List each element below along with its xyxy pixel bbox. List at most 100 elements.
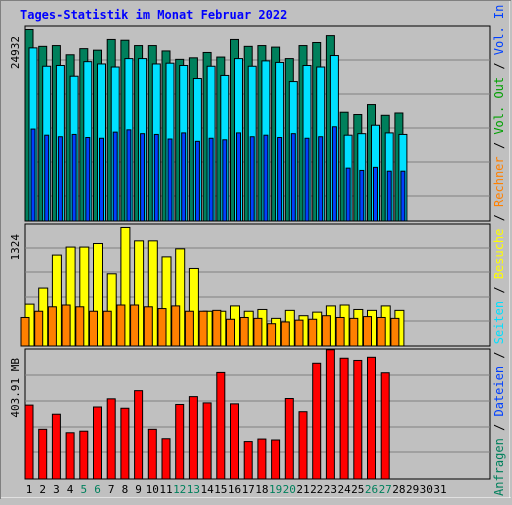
legend-segment: / [492, 55, 506, 77]
bar-dateien-day-25 [359, 169, 365, 222]
bar-volumen-day-24 [339, 357, 349, 480]
bar-volumen-day-20 [284, 398, 294, 480]
bar-dateien-day-1 [30, 128, 36, 222]
x-tick-label: 29 [406, 483, 419, 496]
bar-dateien-day-12 [181, 132, 187, 222]
bar-volumen-day-18 [257, 438, 267, 480]
bar-volumen-day-3 [51, 413, 61, 480]
bar-volumen-day-6 [93, 406, 102, 480]
bar-dateien-day-5 [85, 136, 91, 222]
bar-volumen-day-11 [161, 438, 171, 480]
bar-dateien-day-11 [167, 138, 173, 222]
x-tick-label: 20 [283, 483, 296, 496]
bar-dateien-day-21 [304, 137, 310, 222]
bar-volumen-day-7 [106, 398, 116, 480]
x-axis: 1 2 3 4 5 6 7 8 9 10 11 12 13 14 15 16 17 18 19 20 21 22 23 24 2… [26, 483, 447, 496]
x-tick-label: 4 [67, 483, 74, 496]
x-tick-label: 31 [433, 483, 446, 496]
x-tick-label: 13 [187, 483, 200, 496]
bar-rechner-day-25 [349, 317, 359, 347]
bar-volumen-day-4 [65, 432, 75, 480]
x-tick-label: 6 [94, 483, 101, 496]
bar-rechner-day-12 [171, 305, 181, 347]
bar-dateien-day-14 [208, 137, 214, 222]
bar-dateien-day-19 [277, 136, 283, 222]
y-max-label: 1324 [9, 234, 22, 261]
bar-rechner-day-27 [376, 316, 386, 347]
bar-volumen-day-26 [367, 356, 376, 480]
x-tick-label: 22 [310, 483, 323, 496]
bar-volumen-day-14 [202, 402, 212, 480]
x-tick-label: 30 [420, 483, 433, 496]
bar-rechner-day-4 [61, 304, 71, 347]
legend-segment: Besuche [492, 229, 506, 280]
bar-dateien-day-24 [345, 167, 351, 222]
bar-rechner-day-5 [75, 306, 85, 347]
legend-segment: Dateien [492, 366, 506, 417]
bar-rechner-day-22 [308, 318, 318, 347]
bar-volumen-day-17 [243, 441, 253, 480]
legend-segment: / [492, 417, 506, 439]
bar-dateien-day-7 [112, 131, 118, 222]
bar-rechner-day-3 [47, 306, 57, 347]
bar-rechner-day-24 [335, 316, 345, 347]
bar-dateien-day-18 [263, 134, 269, 222]
bar-volumen-day-21 [298, 411, 308, 480]
bar-volumen-day-23 [325, 349, 335, 480]
x-tick-label: 21 [296, 483, 309, 496]
bar-volumen-day-9 [134, 390, 144, 480]
y-max-label: 403.91 MB [9, 358, 22, 418]
x-tick-label: 12 [173, 483, 186, 496]
panels: 24932 1324 403.91 MB [9, 25, 491, 480]
panel-bottom: 403.91 MB [9, 348, 491, 480]
bar-rechner-day-2 [34, 310, 44, 347]
bar-rechner-day-14 [198, 310, 208, 347]
legend-segment: Vol. In [492, 5, 506, 56]
bar-dateien-day-15 [222, 139, 228, 222]
bar-dateien-day-28 [400, 170, 406, 222]
bar-dateien-day-26 [373, 166, 378, 222]
x-tick-label: 24 [337, 483, 351, 496]
bar-dateien-day-22 [318, 136, 324, 222]
panel-middle: 1324 [9, 223, 491, 347]
legend-segment: / [492, 207, 506, 229]
x-tick-label: 26 [365, 483, 378, 496]
bar-dateien-day-20 [290, 133, 296, 222]
bar-dateien-day-17 [249, 136, 255, 222]
bar-volumen-day-16 [230, 403, 239, 480]
x-tick-label: 27 [379, 483, 392, 496]
x-tick-label: 8 [122, 483, 129, 496]
bar-volumen-day-1 [24, 404, 34, 480]
bar-volumen-day-8 [120, 407, 130, 480]
bar-rechner-day-13 [184, 310, 194, 347]
bar-rechner-day-18 [253, 317, 263, 347]
legend-segment: Vol. Out [492, 77, 506, 135]
x-tick-label: 11 [159, 483, 172, 496]
x-tick-label: 2 [39, 483, 46, 496]
x-tick-label: 28 [392, 483, 405, 496]
bar-rechner-day-17 [239, 316, 249, 347]
x-tick-label: 14 [200, 483, 214, 496]
bar-dateien-day-9 [140, 133, 146, 222]
panel-top: 24932 [9, 25, 491, 222]
bar-dateien-day-6 [99, 137, 104, 222]
bar-rechner-day-9 [130, 304, 140, 347]
legend-segment: Anfragen [492, 438, 506, 496]
x-tick-label: 1 [26, 483, 33, 496]
bar-dateien-day-8 [126, 129, 132, 222]
series-legend: Anfragen / Dateien / Seiten / Besuche / … [492, 0, 506, 496]
x-tick-label: 25 [351, 483, 364, 496]
bar-volumen-day-27 [380, 372, 390, 480]
legend-segment: / [492, 135, 506, 157]
bar-volumen-day-5 [79, 430, 89, 480]
x-tick-label: 15 [214, 483, 227, 496]
bar-rechner-day-1 [20, 316, 30, 347]
bar-dateien-day-4 [71, 133, 77, 222]
bar-rechner-day-16 [226, 318, 235, 347]
legend-segment: / [492, 0, 506, 5]
bar-volumen-day-19 [271, 439, 281, 480]
bar-rechner-day-6 [89, 310, 98, 347]
x-tick-label: 7 [108, 483, 115, 496]
